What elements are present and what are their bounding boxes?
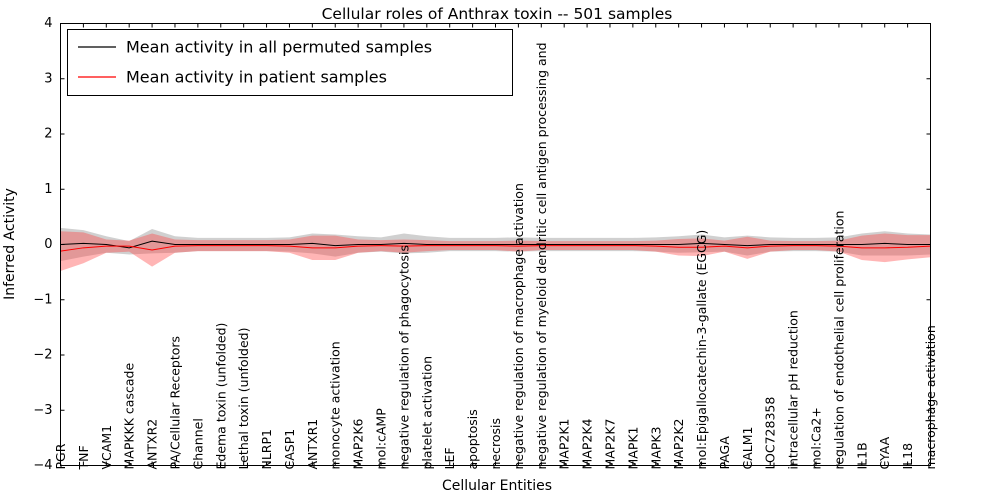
x-tick-label: intracellular pH reduction [786,310,801,469]
y-tick-label: −1 [33,292,52,307]
x-tick-label: negative regulation of macrophage activa… [511,183,526,469]
x-tick-label: LEF [442,447,457,469]
x-tick-label: monocyte activation [328,341,343,469]
x-tick-label: MAP2K6 [351,418,366,469]
x-tick-label: Channel [190,418,205,469]
legend-label-patient-samples: Mean activity in patient samples [126,68,387,87]
x-tick-label: CYAA [877,436,892,469]
legend-box [67,29,513,96]
series-line-0 [60,240,931,249]
x-tick-label: MAP2K4 [580,418,595,469]
y-tick-label: 1 [44,182,52,197]
x-tick-label: Lethal toxin (unfolded) [236,328,251,470]
x-tick-label: IL1B [854,442,869,469]
x-tick-label: IL18 [900,443,915,470]
x-tick-label: CALM1 [740,427,755,470]
x-tick-label: MAP2K1 [557,419,572,470]
x-tick-label: MAP2K7 [602,419,617,470]
x-tick-label: PAGA [717,436,732,470]
x-tick-label: ANTXR1 [305,419,320,470]
x-tick-label: MAP2K2 [671,419,686,470]
x-tick-label: CASP1 [282,429,297,470]
x-tick-label: mol:Epigallocatechin-3-gallate (EGCG) [694,230,709,470]
x-tick-label: negative regulation of myeloid dendritic… [534,42,549,469]
x-tick-label: apoptosis [465,409,480,469]
x-axis-label: Cellular Entities [442,478,552,494]
x-tick-label: mol:Ca2+ [809,407,824,469]
x-tick-label: negative regulation of phagocytosis [396,245,411,470]
x-tick-label: mol:cAMP [374,408,389,470]
x-tick-label: Edema toxin (unfolded) [213,323,228,470]
chart-title: Cellular roles of Anthrax toxin -- 501 s… [322,5,673,23]
x-tick-label: MAPKKK cascade [122,363,137,470]
x-tick-label: NLRP1 [259,429,274,470]
y-tick-label: −4 [33,458,52,473]
x-tick-label: ANTXR2 [145,419,160,470]
x-tick-label: regulation of endothelial cell prolifera… [831,211,846,470]
y-tick-label: 4 [44,16,52,31]
plot-area: −4 −3 −2 −1 0 1 2 3 4 PGR TNF VCAM1 MAPKKK cascade AN… [33,16,938,473]
x-tick-label: MAPK3 [648,426,663,469]
x-tick-label: PGR [53,443,68,469]
y-tick-label: −3 [33,403,52,418]
x-tick-label: TNF [76,445,91,470]
x-tick-label: VCAM1 [99,425,114,470]
series-line-1 [60,245,931,252]
y-tick-label: 0 [44,237,52,252]
x-tick-label: platelet activation [419,356,434,470]
x-tick-label: PA/Cellular Receptors [167,336,182,470]
y-tick-label: 2 [44,127,52,142]
x-tick-label: macrophage activation [923,325,938,469]
x-tick-label: LOC728358 [763,397,778,470]
series-band-1 [60,231,931,272]
x-tick-label: necrosis [488,418,503,470]
y-tick-label: −2 [33,348,52,363]
x-tick-label: MAPK1 [625,426,640,469]
legend-label-permuted-samples: Mean activity in all permuted samples [126,38,432,57]
legend: Mean activity in all permuted samples Me… [67,29,513,96]
y-tick-label: 3 [44,71,52,86]
y-axis-label: Inferred Activity [2,188,18,300]
